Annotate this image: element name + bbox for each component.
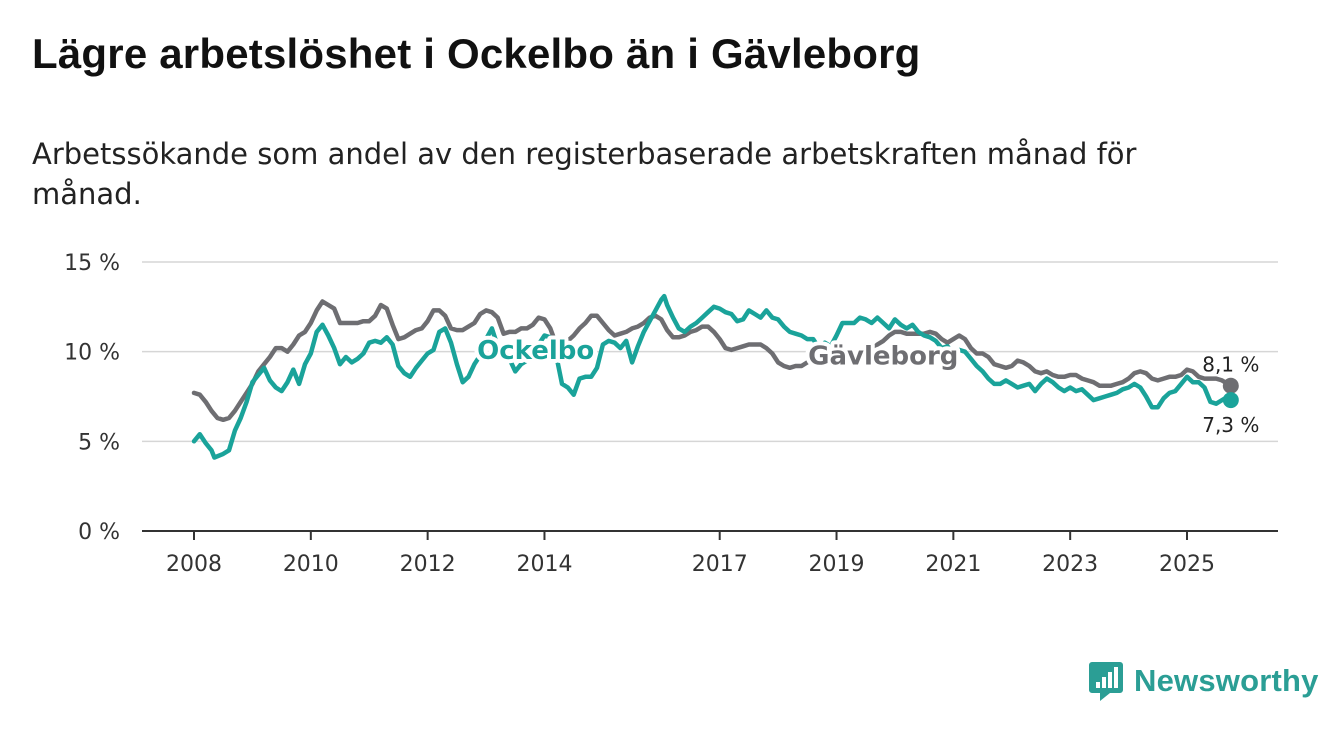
end-value-label-ockelbo: 7,3 % bbox=[1202, 413, 1259, 437]
axis: 0 % 5 % 10 % 15 % 2008 2010 2012 2014 2017 2019 20… bbox=[64, 251, 1278, 577]
y-tick-label: 5 % bbox=[78, 430, 120, 455]
x-tick-label: 2019 bbox=[809, 552, 865, 577]
x-tick-label: 2017 bbox=[692, 552, 748, 577]
y-tick-label: 0 % bbox=[78, 520, 120, 545]
y-tick-label: 10 % bbox=[64, 341, 120, 366]
end-point-gävleborg bbox=[1222, 377, 1239, 394]
x-tick-label: 2010 bbox=[283, 552, 339, 577]
x-tick-label: 2012 bbox=[400, 552, 456, 577]
chart-subtitle: Arbetssökande som andel av den registerb… bbox=[32, 137, 1137, 211]
end-value-label-gävleborg: 8,1 % bbox=[1202, 353, 1259, 377]
x-tick-label: 2023 bbox=[1042, 552, 1098, 577]
chart-title: Lägre arbetslöshet i Ockelbo än i Gävleb… bbox=[32, 30, 921, 77]
x-tick-label: 2014 bbox=[516, 552, 572, 577]
x-tick-label: 2008 bbox=[166, 552, 222, 577]
grid-lines bbox=[142, 261, 1278, 443]
end-point-ockelbo bbox=[1222, 392, 1239, 409]
x-tick-label: 2021 bbox=[925, 552, 981, 577]
newsworthy-logo-icon bbox=[1089, 662, 1123, 701]
brand-name: Newsworthy bbox=[1134, 663, 1319, 698]
series-label-halo: Gävleborg bbox=[808, 341, 958, 371]
y-tick-label: 15 % bbox=[64, 251, 120, 276]
series-label-ockelbo: Ockelbo bbox=[477, 336, 594, 366]
series-label-gävleborg: Gävleborg bbox=[808, 341, 958, 371]
brand-logo[interactable]: Newsworthy bbox=[1088, 660, 1319, 702]
x-tick-label: 2025 bbox=[1159, 552, 1215, 577]
series-lines bbox=[191, 293, 1234, 460]
series-label-halo: Ockelbo bbox=[477, 336, 594, 366]
series-line-gävleborg bbox=[191, 299, 1234, 423]
series-line-ockelbo bbox=[191, 293, 1234, 460]
